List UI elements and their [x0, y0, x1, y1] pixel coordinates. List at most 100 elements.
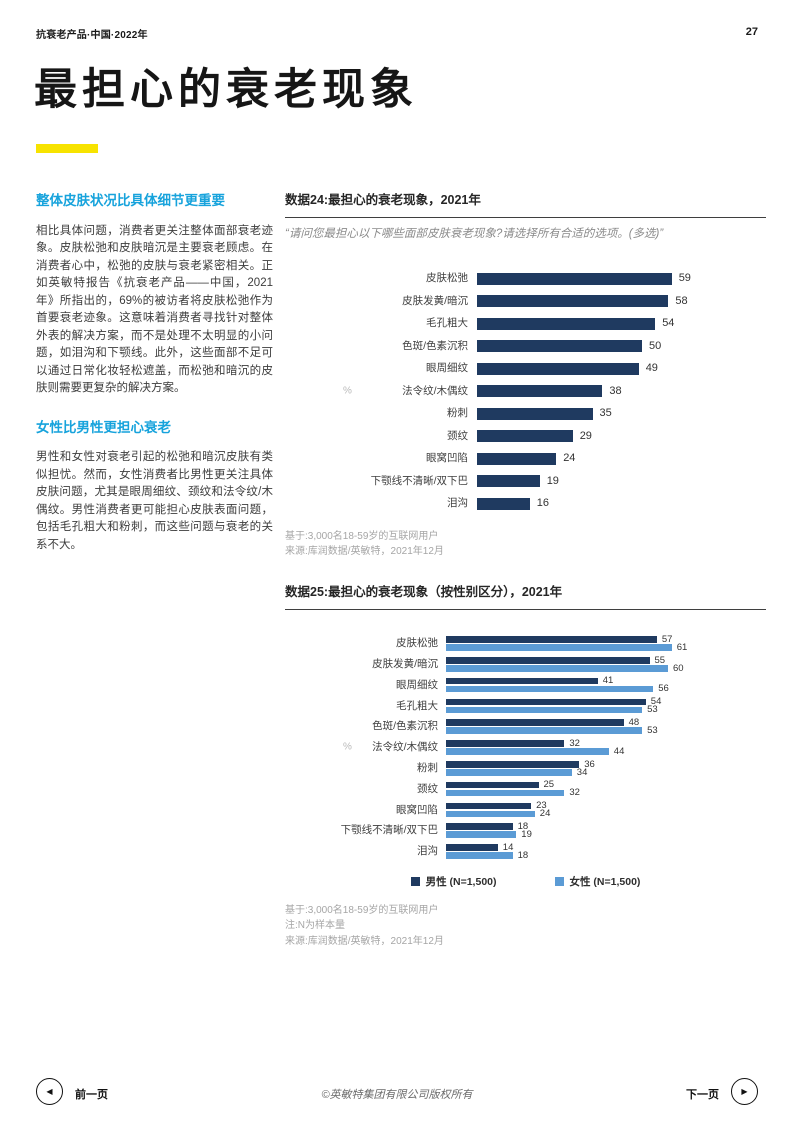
category-label: 眼窝凹陷	[426, 452, 468, 465]
bar	[477, 272, 672, 285]
previous-page-label[interactable]: 前一页	[75, 1089, 108, 1101]
figure25-footnotes: 基于:3,000名18-59岁的互联网用户 注:N为样本量 来源:库润数据/英敏…	[285, 903, 766, 950]
chart-row: 法令纹/木偶纹 32 44	[285, 737, 766, 758]
next-page-label[interactable]: 下一页	[686, 1089, 719, 1101]
value-label: 53	[647, 704, 658, 716]
bar-group: 25 32	[446, 780, 580, 799]
value-label: 54	[662, 317, 675, 330]
value-label: 34	[576, 766, 588, 778]
value-label: 14	[502, 841, 514, 853]
figure24-chart: % 皮肤松弛 59 皮肤发黄/暗沉 58 毛孔粗大 54 色斑/色素沉积 50 眼周细纹 49 法令…	[285, 267, 766, 515]
section-body-2: 男性和女性对衰老引起的松弛和暗沉皮肤有类似担忧。然而，女性消费者比男性更关注具体…	[36, 451, 273, 551]
arrow-right-icon: ▶	[741, 1086, 748, 1096]
category-label: 皮肤发黄/暗沉	[372, 658, 438, 671]
value-label: 32	[569, 787, 580, 799]
male-series-label: 男性 (N=1,500)	[425, 875, 497, 888]
value-label: 55	[654, 654, 666, 666]
category-label: 皮肤松弛	[426, 272, 468, 285]
bar	[446, 852, 513, 859]
bar	[446, 657, 650, 664]
chart-row: 毛孔粗大 54 53	[285, 695, 766, 716]
value-label: 48	[628, 716, 640, 728]
previous-page-button[interactable]: ◀	[36, 1078, 63, 1105]
category-label: 色斑/色素沉积	[402, 339, 468, 352]
bar-group: 14 18	[446, 841, 528, 860]
copyright-text: ©英敏特集团有限公司版权所有	[321, 1089, 473, 1101]
arrow-left-icon: ◀	[46, 1086, 53, 1096]
category-label: 毛孔粗大	[426, 317, 468, 330]
figure24-source-note: 来源:库润数据/英敏特，2021年12月	[285, 546, 444, 558]
figure24-section: 数据24:最担心的衰老现象，2021年 “请问您最担心以下哪些面部皮肤衰老现象?…	[285, 192, 766, 560]
figure25-n-note: 注:N为样本量	[285, 920, 345, 932]
bar	[477, 385, 603, 398]
next-page-button[interactable]: ▶	[731, 1078, 758, 1105]
yellow-accent-bar	[36, 144, 98, 153]
bar	[446, 781, 539, 789]
bar	[446, 644, 672, 651]
chart-row: 下颚线不清晰/双下巴 18 19	[285, 820, 766, 841]
bar-line: 54	[446, 696, 662, 708]
chart-row: 颈纹 29	[285, 425, 766, 448]
category-label: 颈纹	[447, 429, 468, 442]
bar	[446, 802, 532, 810]
bar-group: 41 56	[446, 675, 669, 693]
figure24-footnotes: 基于:3,000名18-59岁的互联网用户 来源:库润数据/英敏特，2021年1…	[285, 529, 766, 560]
chart-row: 皮肤松弛 57 61	[285, 633, 766, 654]
left-text-column: 整体皮肤状况比具体细节更重要 相比具体问题，消费者更关注整体面部衰老迹象。皮肤松…	[36, 192, 273, 575]
category-label: 色斑/色素沉积	[372, 720, 438, 733]
section-heading-2: 女性比男性更担心衰老	[36, 419, 171, 435]
chart-row: 眼周细纹 49	[285, 357, 766, 380]
value-label: 60	[673, 662, 684, 674]
value-label: 19	[521, 828, 532, 840]
figure24-base-note: 基于:3,000名18-59岁的互联网用户	[285, 530, 439, 542]
report-breadcrumb: 抗衰老产品·中国·2022年	[36, 30, 148, 41]
bar	[446, 685, 654, 693]
bar	[446, 761, 580, 768]
bar	[446, 636, 657, 643]
value-label: 36	[584, 758, 595, 770]
chart-row: 法令纹/木偶纹 38	[285, 380, 766, 403]
bar-line: 41	[446, 675, 669, 687]
bar-line: 32	[446, 787, 580, 799]
value-label: 61	[676, 641, 688, 653]
value-label: 59	[678, 272, 691, 285]
value-label: 41	[602, 675, 614, 687]
category-label: 眼周细纹	[396, 678, 438, 691]
bar	[477, 362, 639, 375]
page-footer: ◀ 前一页 ©英敏特集团有限公司版权所有 下一页 ▶	[0, 1078, 794, 1108]
bar-group: 54 53	[446, 696, 662, 716]
section-body-1: 相比具体问题，消费者更关注整体面部衰老迹象。皮肤松弛和皮肤暗沉是主要衰老顾虑。在…	[36, 224, 273, 395]
category-label: 皮肤发黄/暗沉	[402, 294, 468, 307]
category-label: 泪沟	[417, 845, 438, 858]
value-label: 57	[661, 633, 673, 645]
value-label: 32	[569, 737, 580, 749]
category-label: 法令纹/木偶纹	[372, 741, 438, 754]
value-label: 50	[649, 339, 662, 352]
chart-row: 泪沟 16	[285, 492, 766, 515]
category-label: 眼周细纹	[426, 362, 468, 375]
chart-row: 色斑/色素沉积 48 53	[285, 716, 766, 737]
category-label: 粉刺	[417, 762, 438, 775]
bar	[446, 727, 643, 734]
bar-line: 53	[446, 726, 658, 735]
chart-row: 皮肤发黄/暗沉 58	[285, 290, 766, 313]
bar-line: 56	[446, 684, 669, 693]
bar-line: 44	[446, 747, 624, 756]
value-label: 54	[650, 696, 662, 708]
figure25-unit-label: %	[343, 741, 352, 753]
bar	[446, 810, 535, 818]
value-label: 38	[609, 384, 622, 397]
bar-line: 57	[446, 633, 687, 645]
bar-line: 19	[446, 828, 532, 840]
bar-line: 34	[446, 766, 595, 778]
bar-line: 48	[446, 716, 658, 728]
chart-row: 色斑/色素沉积 50	[285, 335, 766, 358]
bar	[446, 769, 572, 776]
bar	[446, 844, 498, 851]
category-label: 颈纹	[417, 782, 438, 795]
bar	[477, 340, 642, 353]
category-label: 下颚线不清晰/双下巴	[340, 824, 438, 837]
figure25-section: 数据25:最担心的衰老现象（按性别区分），2021年 % 皮肤松弛 57 61 皮肤发…	[285, 584, 766, 950]
bar-group: 57 61	[446, 633, 688, 653]
